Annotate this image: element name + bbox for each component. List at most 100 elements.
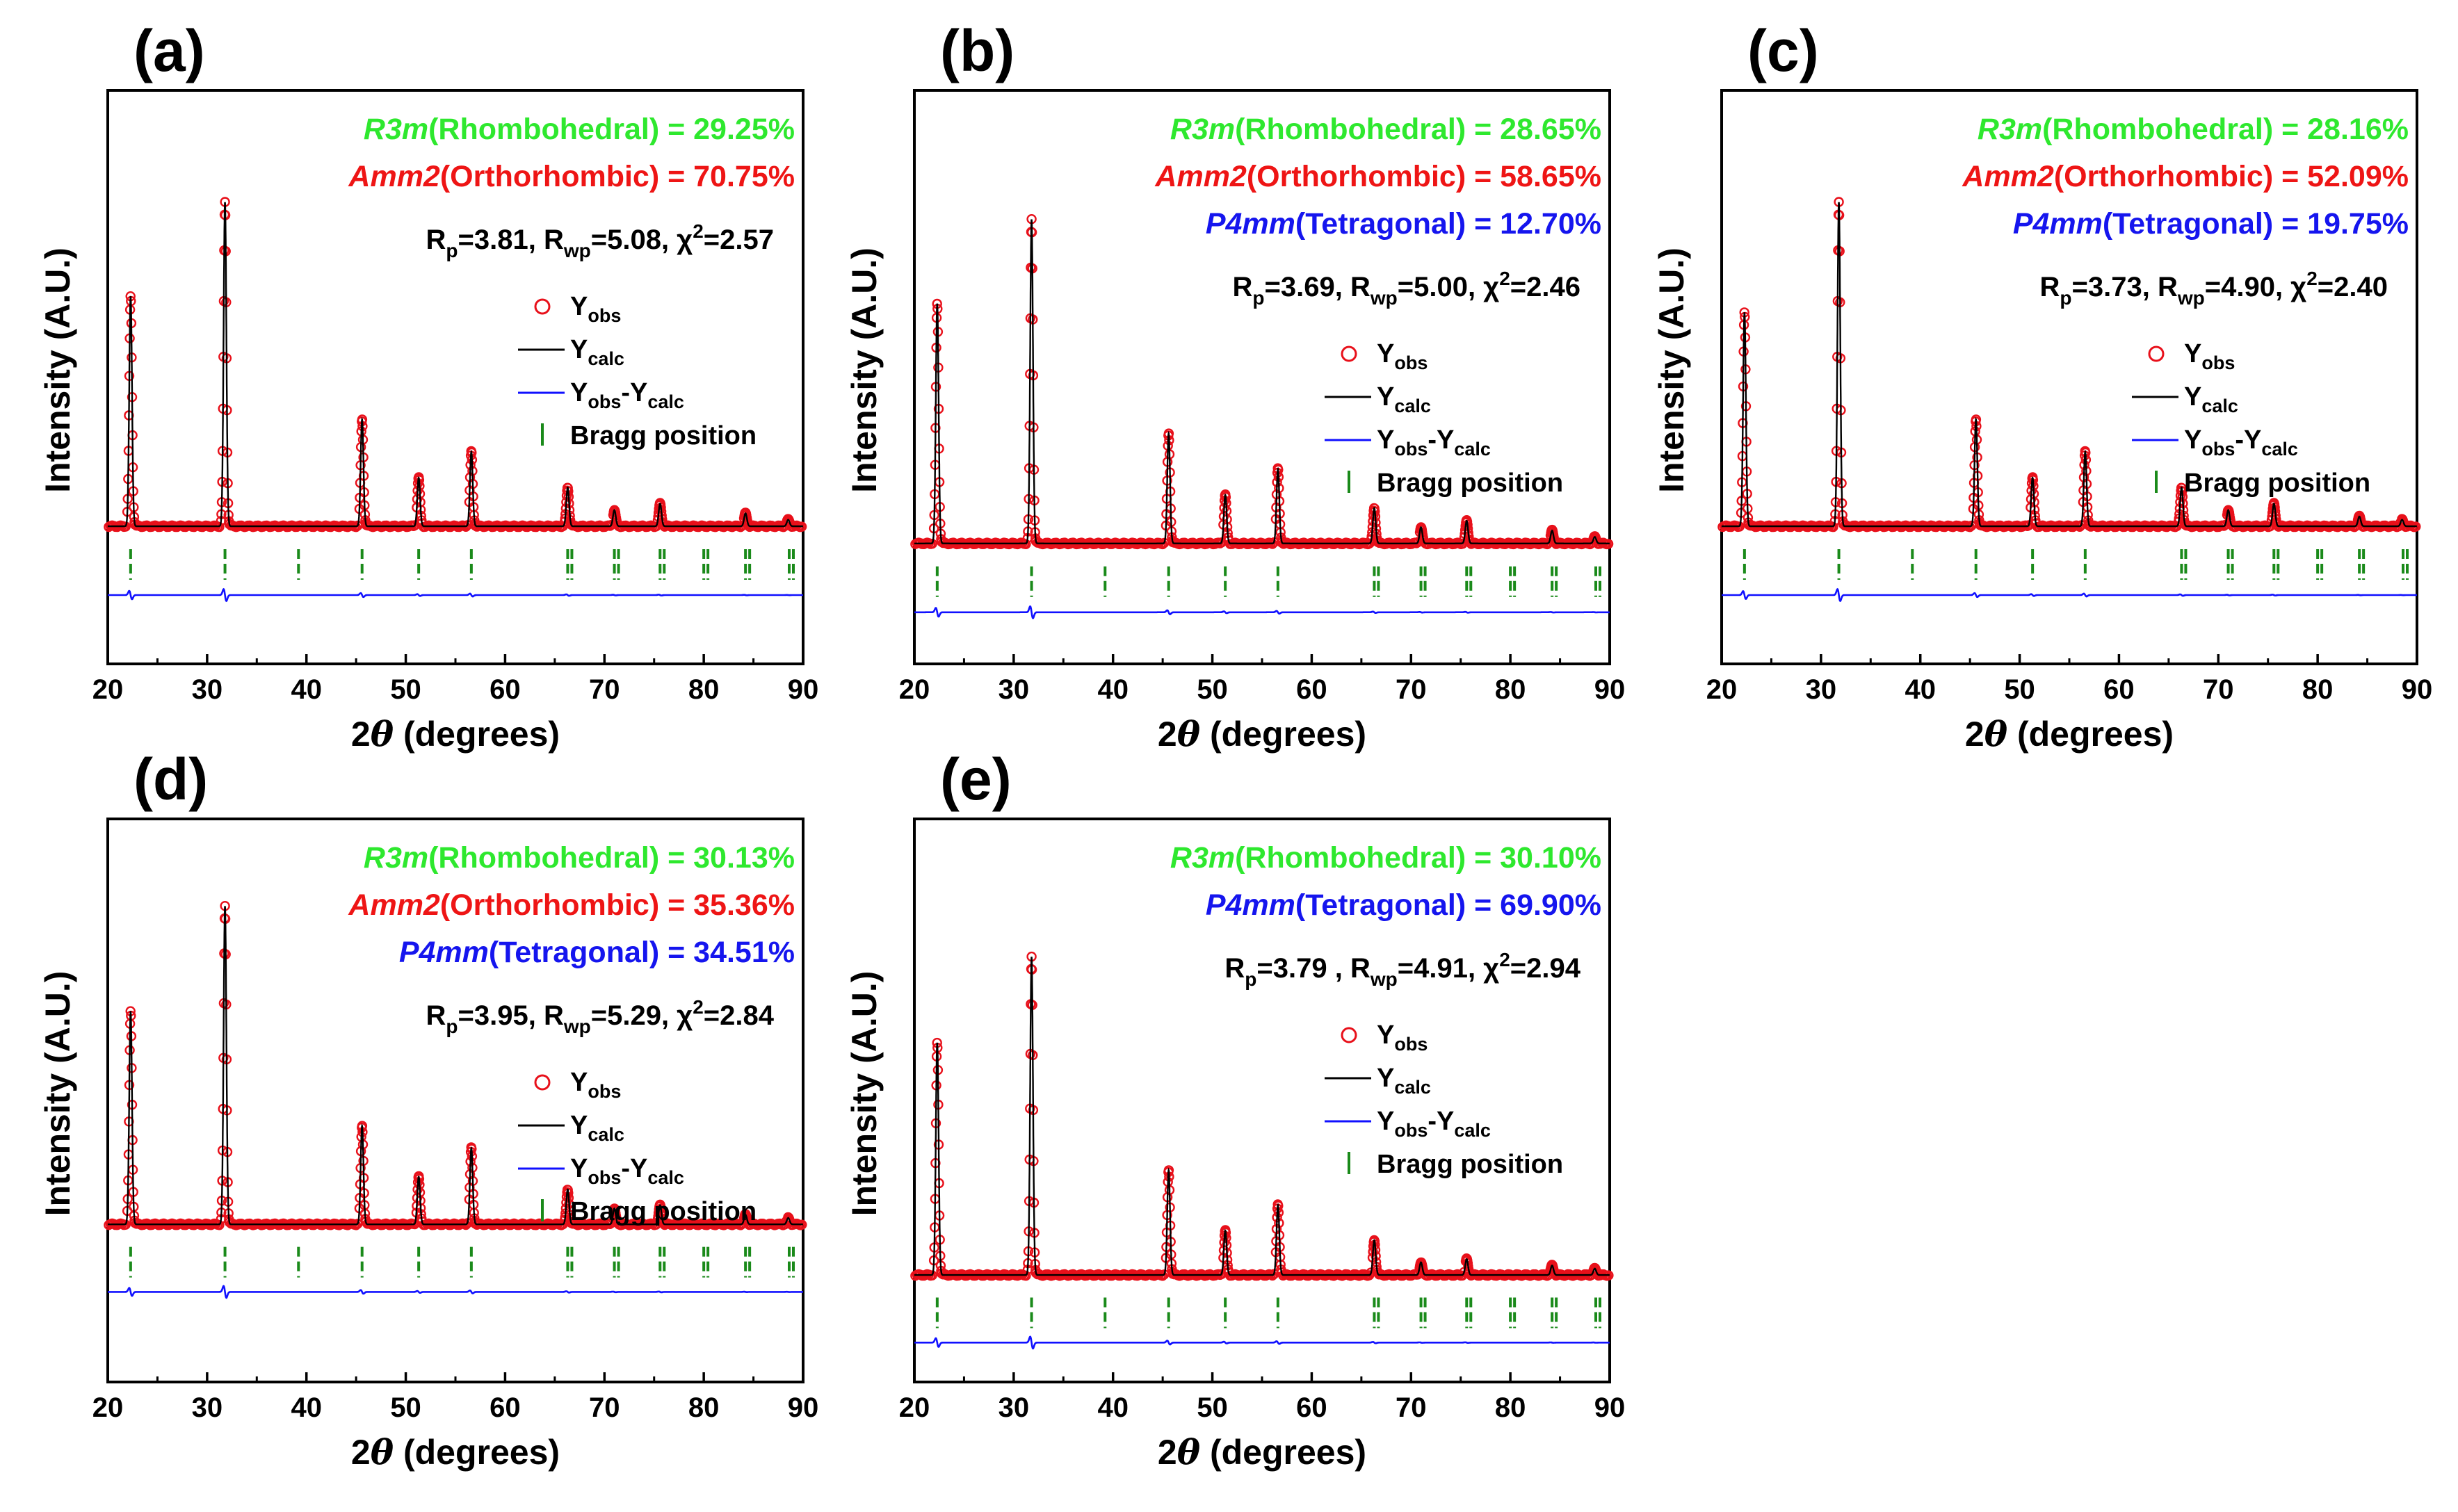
phase-system-fraction: (Rhombohedral) = 28.16%	[2042, 113, 2409, 146]
x-tick-label: 20	[899, 674, 930, 705]
stat-rp-base: R	[1224, 953, 1245, 984]
stat-chi-sup: 2	[693, 996, 704, 1018]
legend-observed-symbol	[1341, 346, 1357, 362]
legend-diff-sub2: calc	[2261, 439, 2298, 460]
refinement-stats: Rp=3.81, Rwp=5.08, χ2=2.57	[426, 220, 774, 261]
legend-calculated-label: Ycalc	[2184, 382, 2238, 416]
legend-diff-sub1: obs	[588, 1167, 621, 1188]
legend-calculated-label: Ycalc	[1377, 1064, 1431, 1098]
phase-fraction: Amm2(Orthorhombic) = 70.75%	[348, 160, 795, 193]
legend-diff-base2: -Y	[1428, 1107, 1454, 1136]
x-tick-label: 60	[1296, 1392, 1327, 1423]
legend-obs-sub: obs	[1394, 352, 1428, 373]
legend-observed-symbol	[1341, 1027, 1357, 1043]
x-axis-title-theta: θ	[1984, 713, 2008, 754]
x-tick-label: 60	[1296, 674, 1327, 705]
x-tick-label: 90	[1594, 674, 1626, 705]
x-tick-label: 30	[998, 674, 1030, 705]
legend-calc-sub: calc	[2201, 396, 2238, 416]
x-tick-label: 20	[92, 1392, 124, 1423]
x-tick-label: 30	[1806, 674, 1837, 705]
stat-rp-value: =3.95, R	[458, 1000, 564, 1031]
calculated-series	[914, 219, 1610, 544]
x-tick-label: 50	[1197, 674, 1228, 705]
stat-rwp-sub: wp	[1370, 287, 1398, 309]
stat-rp-sub: p	[1245, 968, 1256, 990]
x-axis-title-unit: (degrees)	[2007, 715, 2174, 754]
x-tick-label: 40	[1905, 674, 1936, 705]
x-tick-label: 30	[998, 1392, 1030, 1423]
legend-diff-sub1: obs	[588, 391, 621, 412]
legend-diff-base2: -Y	[2235, 425, 2261, 455]
x-tick-label: 60	[2103, 674, 2135, 705]
phase-system-fraction: (Rhombohedral) = 30.13%	[428, 841, 795, 875]
x-tick-label: 90	[788, 674, 819, 705]
refinement-stats: Rp=3.79 , Rwp=4.91, χ2=2.94	[1224, 949, 1580, 990]
difference-series	[914, 1335, 1610, 1350]
stat-chi-sup: 2	[1499, 268, 1510, 289]
x-tick-label: 70	[1396, 674, 1427, 705]
x-tick-label: 40	[291, 1392, 322, 1423]
legend-obs-base: Y	[570, 292, 588, 321]
stat-rp-base: R	[1233, 272, 1253, 302]
x-axis-title-unit: (degrees)	[394, 715, 560, 754]
stat-rp-base: R	[2040, 272, 2060, 302]
x-tick-label: 60	[490, 1392, 521, 1423]
legend-calc-sub: calc	[1394, 396, 1431, 416]
stat-rp-sub: p	[446, 240, 458, 261]
legend-calc-base: Y	[570, 1111, 588, 1140]
stat-rp-value: =3.69, R	[1265, 272, 1371, 302]
legend-diff-sub2: calc	[1454, 1120, 1491, 1141]
legend-diff-base1: Y	[570, 1154, 588, 1183]
stat-chi-value: =2.40	[2318, 272, 2388, 302]
x-tick-label: 90	[788, 1392, 819, 1423]
legend-diff-base1: Y	[2184, 425, 2201, 455]
phase-fraction: R3m(Rhombohedral) = 28.16%	[1978, 113, 2409, 146]
refinement-stats: Rp=3.73, Rwp=4.90, χ2=2.40	[2040, 268, 2388, 309]
legend-diff-base1: Y	[570, 378, 588, 407]
difference-series	[1722, 587, 2417, 603]
stat-rp-value: =3.81, R	[458, 225, 564, 255]
stat-rwp-sub: wp	[2177, 287, 2205, 309]
panel-letter: (a)	[134, 18, 205, 83]
x-axis-title-number: 2	[351, 715, 371, 754]
phase-fraction: Amm2(Orthorhombic) = 58.65%	[1154, 160, 1601, 193]
phase-system-fraction: (Orthorhombic) = 70.75%	[440, 160, 795, 193]
legend-bragg-label: Bragg position	[1377, 1150, 1563, 1179]
legend-difference-label: Yobs-Ycalc	[2184, 425, 2298, 460]
x-tick-label: 70	[589, 674, 620, 705]
legend-observed-label: Yobs	[1377, 339, 1428, 373]
stat-chi-value: =2.46	[1510, 272, 1580, 302]
legend-diff-sub2: calc	[647, 1167, 684, 1188]
phase-name: R3m	[1170, 113, 1235, 146]
legend-calc-base: Y	[2184, 382, 2201, 412]
phase-name: P4mm	[399, 936, 489, 969]
phase-name: R3m	[1978, 113, 2042, 146]
x-tick-label: 60	[490, 674, 521, 705]
x-tick-label: 50	[390, 1392, 421, 1423]
legend-bragg-label: Bragg position	[570, 421, 757, 450]
stat-chi-value: =2.57	[704, 225, 774, 255]
x-tick-label: 90	[1594, 1392, 1626, 1423]
x-axis-title-theta: θ	[371, 1431, 394, 1472]
x-tick-label: 70	[1396, 1392, 1427, 1423]
stat-rwp-value: =4.91, χ	[1398, 953, 1499, 984]
legend-calculated-label: Ycalc	[570, 335, 624, 369]
x-tick-label: 50	[390, 674, 421, 705]
phase-fraction: R3m(Rhombohedral) = 29.25%	[364, 113, 795, 146]
x-tick-label: 20	[1706, 674, 1738, 705]
observed-series	[910, 951, 1614, 1281]
legend-obs-base: Y	[570, 1068, 588, 1097]
x-axis-title: 2θ (degrees)	[351, 1431, 560, 1472]
x-axis-title-theta: θ	[1177, 1431, 1201, 1472]
x-tick-label: 80	[1495, 674, 1526, 705]
x-tick-label: 40	[291, 674, 322, 705]
x-axis-title-number: 2	[1965, 715, 1984, 754]
legend-calc-base: Y	[1377, 1064, 1394, 1093]
x-tick-label: 40	[1097, 674, 1129, 705]
